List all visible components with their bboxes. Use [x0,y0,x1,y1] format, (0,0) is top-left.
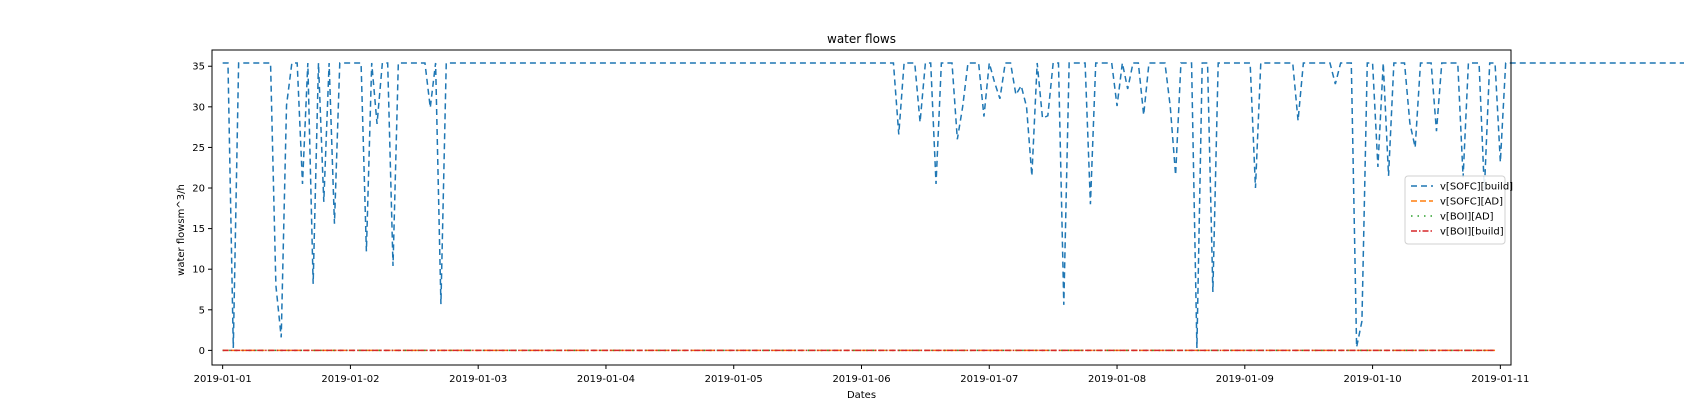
x-tick-label: 2019-01-08 [1088,374,1146,385]
chart-title: water flows [827,32,896,46]
y-tick-label: 0 [199,346,205,357]
y-tick-label: 15 [192,224,205,235]
x-tick-label: 2019-01-05 [705,374,763,385]
y-tick-label: 10 [192,265,205,276]
x-tick-label: 2019-01-09 [1216,374,1274,385]
x-tick-label: 2019-01-04 [577,374,635,385]
y-tick-label: 35 [192,62,205,73]
y-axis-label: water flowsm^3/h [176,184,187,276]
x-axis-label: Dates [847,390,876,401]
x-tick-label: 2019-01-02 [321,374,379,385]
legend-label: v[SOFC][build] [1440,182,1513,193]
y-tick-label: 30 [192,102,205,113]
plot-area [212,50,1511,365]
legend-box [1404,175,1506,245]
y-tick-label: 20 [192,184,205,195]
x-tick-label: 2019-01-06 [832,374,890,385]
y-tick-label: 25 [192,143,205,154]
legend: v[SOFC][build] v[SOFC][AD] v[BOI][AD] v[BOI… [1404,175,1513,245]
y-tick-label: 5 [199,305,205,316]
legend-label: v[BOI][AD] [1440,212,1494,223]
x-tick-label: 2019-01-07 [960,374,1018,385]
x-tick-label: 2019-01-03 [449,374,507,385]
plot-background [212,50,1511,365]
x-tick-label: 2019-01-11 [1471,374,1529,385]
series-layer [222,62,1684,352]
series-line-v-sofc-build [222,62,1684,348]
x-tick-label: 2019-01-10 [1344,374,1402,385]
x-tick-label: 2019-01-01 [194,374,252,385]
legend-label: v[BOI][build] [1440,227,1504,238]
axes-layer: 2019-01-01 2019-01-02 2019-01-03 2019-01-04… [192,49,1529,385]
legend-label: v[SOFC][AD] [1440,197,1503,208]
